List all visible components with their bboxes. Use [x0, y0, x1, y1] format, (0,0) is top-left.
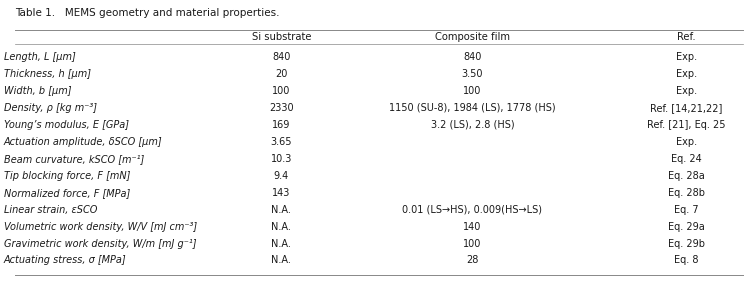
Text: 1150 (SU-8), 1984 (LS), 1778 (HS): 1150 (SU-8), 1984 (LS), 1778 (HS) — [389, 103, 556, 113]
Text: Eq. 8: Eq. 8 — [674, 255, 698, 266]
Text: N.A.: N.A. — [272, 239, 291, 249]
Text: Normalized force, F [MPa]: Normalized force, F [MPa] — [4, 188, 130, 198]
Text: 143: 143 — [272, 188, 290, 198]
Text: 10.3: 10.3 — [271, 154, 292, 164]
Text: Si substrate: Si substrate — [251, 32, 311, 42]
Text: 2330: 2330 — [269, 103, 293, 113]
Text: Exp.: Exp. — [676, 86, 697, 96]
Text: Exp.: Exp. — [676, 52, 697, 62]
Text: Actuation amplitude, δSCO [μm]: Actuation amplitude, δSCO [μm] — [4, 137, 162, 147]
Text: 3.50: 3.50 — [462, 69, 483, 79]
Text: 840: 840 — [272, 52, 290, 62]
Text: Eq. 28b: Eq. 28b — [668, 188, 705, 198]
Text: Tip blocking force, F [mN]: Tip blocking force, F [mN] — [4, 171, 130, 181]
Text: 3.65: 3.65 — [271, 137, 292, 147]
Text: Gravimetric work density, W/m [mJ g⁻¹]: Gravimetric work density, W/m [mJ g⁻¹] — [4, 239, 196, 249]
Text: Length, L [μm]: Length, L [μm] — [4, 52, 76, 62]
Text: Beam curvature, kSCO [m⁻¹]: Beam curvature, kSCO [m⁻¹] — [4, 154, 144, 164]
Text: Density, ρ [kg m⁻³]: Density, ρ [kg m⁻³] — [4, 103, 97, 113]
Text: Volumetric work density, W/V [mJ cm⁻³]: Volumetric work density, W/V [mJ cm⁻³] — [4, 221, 196, 232]
Text: Eq. 29b: Eq. 29b — [668, 239, 705, 249]
Text: Eq. 29a: Eq. 29a — [668, 221, 705, 232]
Text: Composite film: Composite film — [435, 32, 510, 42]
Text: Ref. [14,21,22]: Ref. [14,21,22] — [650, 103, 722, 113]
Text: 3.2 (LS), 2.8 (HS): 3.2 (LS), 2.8 (HS) — [430, 120, 514, 130]
Text: Eq. 7: Eq. 7 — [674, 205, 698, 215]
Text: 0.01 (LS→HS), 0.009(HS→LS): 0.01 (LS→HS), 0.009(HS→LS) — [403, 205, 542, 215]
Text: N.A.: N.A. — [272, 205, 291, 215]
Text: Thickness, h [μm]: Thickness, h [μm] — [4, 69, 91, 79]
Text: Eq. 28a: Eq. 28a — [668, 171, 705, 181]
Text: 9.4: 9.4 — [274, 171, 289, 181]
Text: Width, b [μm]: Width, b [μm] — [4, 86, 71, 96]
Text: 28: 28 — [466, 255, 478, 266]
Text: Table 1.   MEMS geometry and material properties.: Table 1. MEMS geometry and material prop… — [15, 8, 280, 18]
Text: Eq. 24: Eq. 24 — [670, 154, 702, 164]
Text: Young’s modulus, E [GPa]: Young’s modulus, E [GPa] — [4, 120, 129, 130]
Text: Exp.: Exp. — [676, 69, 697, 79]
Text: Linear strain, εSCO: Linear strain, εSCO — [4, 205, 98, 215]
Text: 100: 100 — [272, 86, 290, 96]
Text: 140: 140 — [464, 221, 482, 232]
Text: 100: 100 — [464, 86, 482, 96]
Text: N.A.: N.A. — [272, 221, 291, 232]
Text: Actuating stress, σ [MPa]: Actuating stress, σ [MPa] — [4, 255, 126, 266]
Text: 20: 20 — [275, 69, 287, 79]
Text: 169: 169 — [272, 120, 290, 130]
Text: Exp.: Exp. — [676, 137, 697, 147]
Text: Ref. [21], Eq. 25: Ref. [21], Eq. 25 — [647, 120, 725, 130]
Text: N.A.: N.A. — [272, 255, 291, 266]
Text: Ref.: Ref. — [677, 32, 695, 42]
Text: 840: 840 — [464, 52, 482, 62]
Text: 100: 100 — [464, 239, 482, 249]
